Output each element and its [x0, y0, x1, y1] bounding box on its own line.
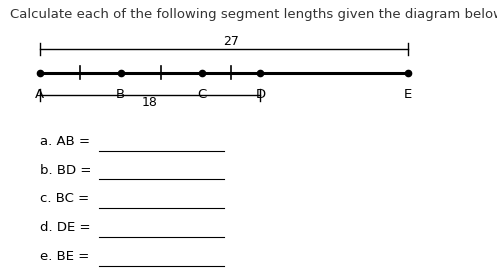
Text: E: E [404, 88, 412, 101]
Text: C: C [197, 88, 206, 101]
Text: b. BD =: b. BD = [40, 164, 91, 177]
Text: c. BC =: c. BC = [40, 193, 89, 206]
Text: a. AB =: a. AB = [40, 135, 90, 148]
Text: B: B [116, 88, 125, 101]
Text: 27: 27 [223, 35, 239, 48]
Text: d. DE =: d. DE = [40, 221, 90, 234]
Text: e. BE =: e. BE = [40, 250, 89, 263]
Text: Calculate each of the following segment lengths given the diagram below.: Calculate each of the following segment … [10, 8, 497, 21]
Text: D: D [255, 88, 265, 101]
Text: A: A [35, 88, 44, 101]
Text: 18: 18 [142, 96, 158, 109]
